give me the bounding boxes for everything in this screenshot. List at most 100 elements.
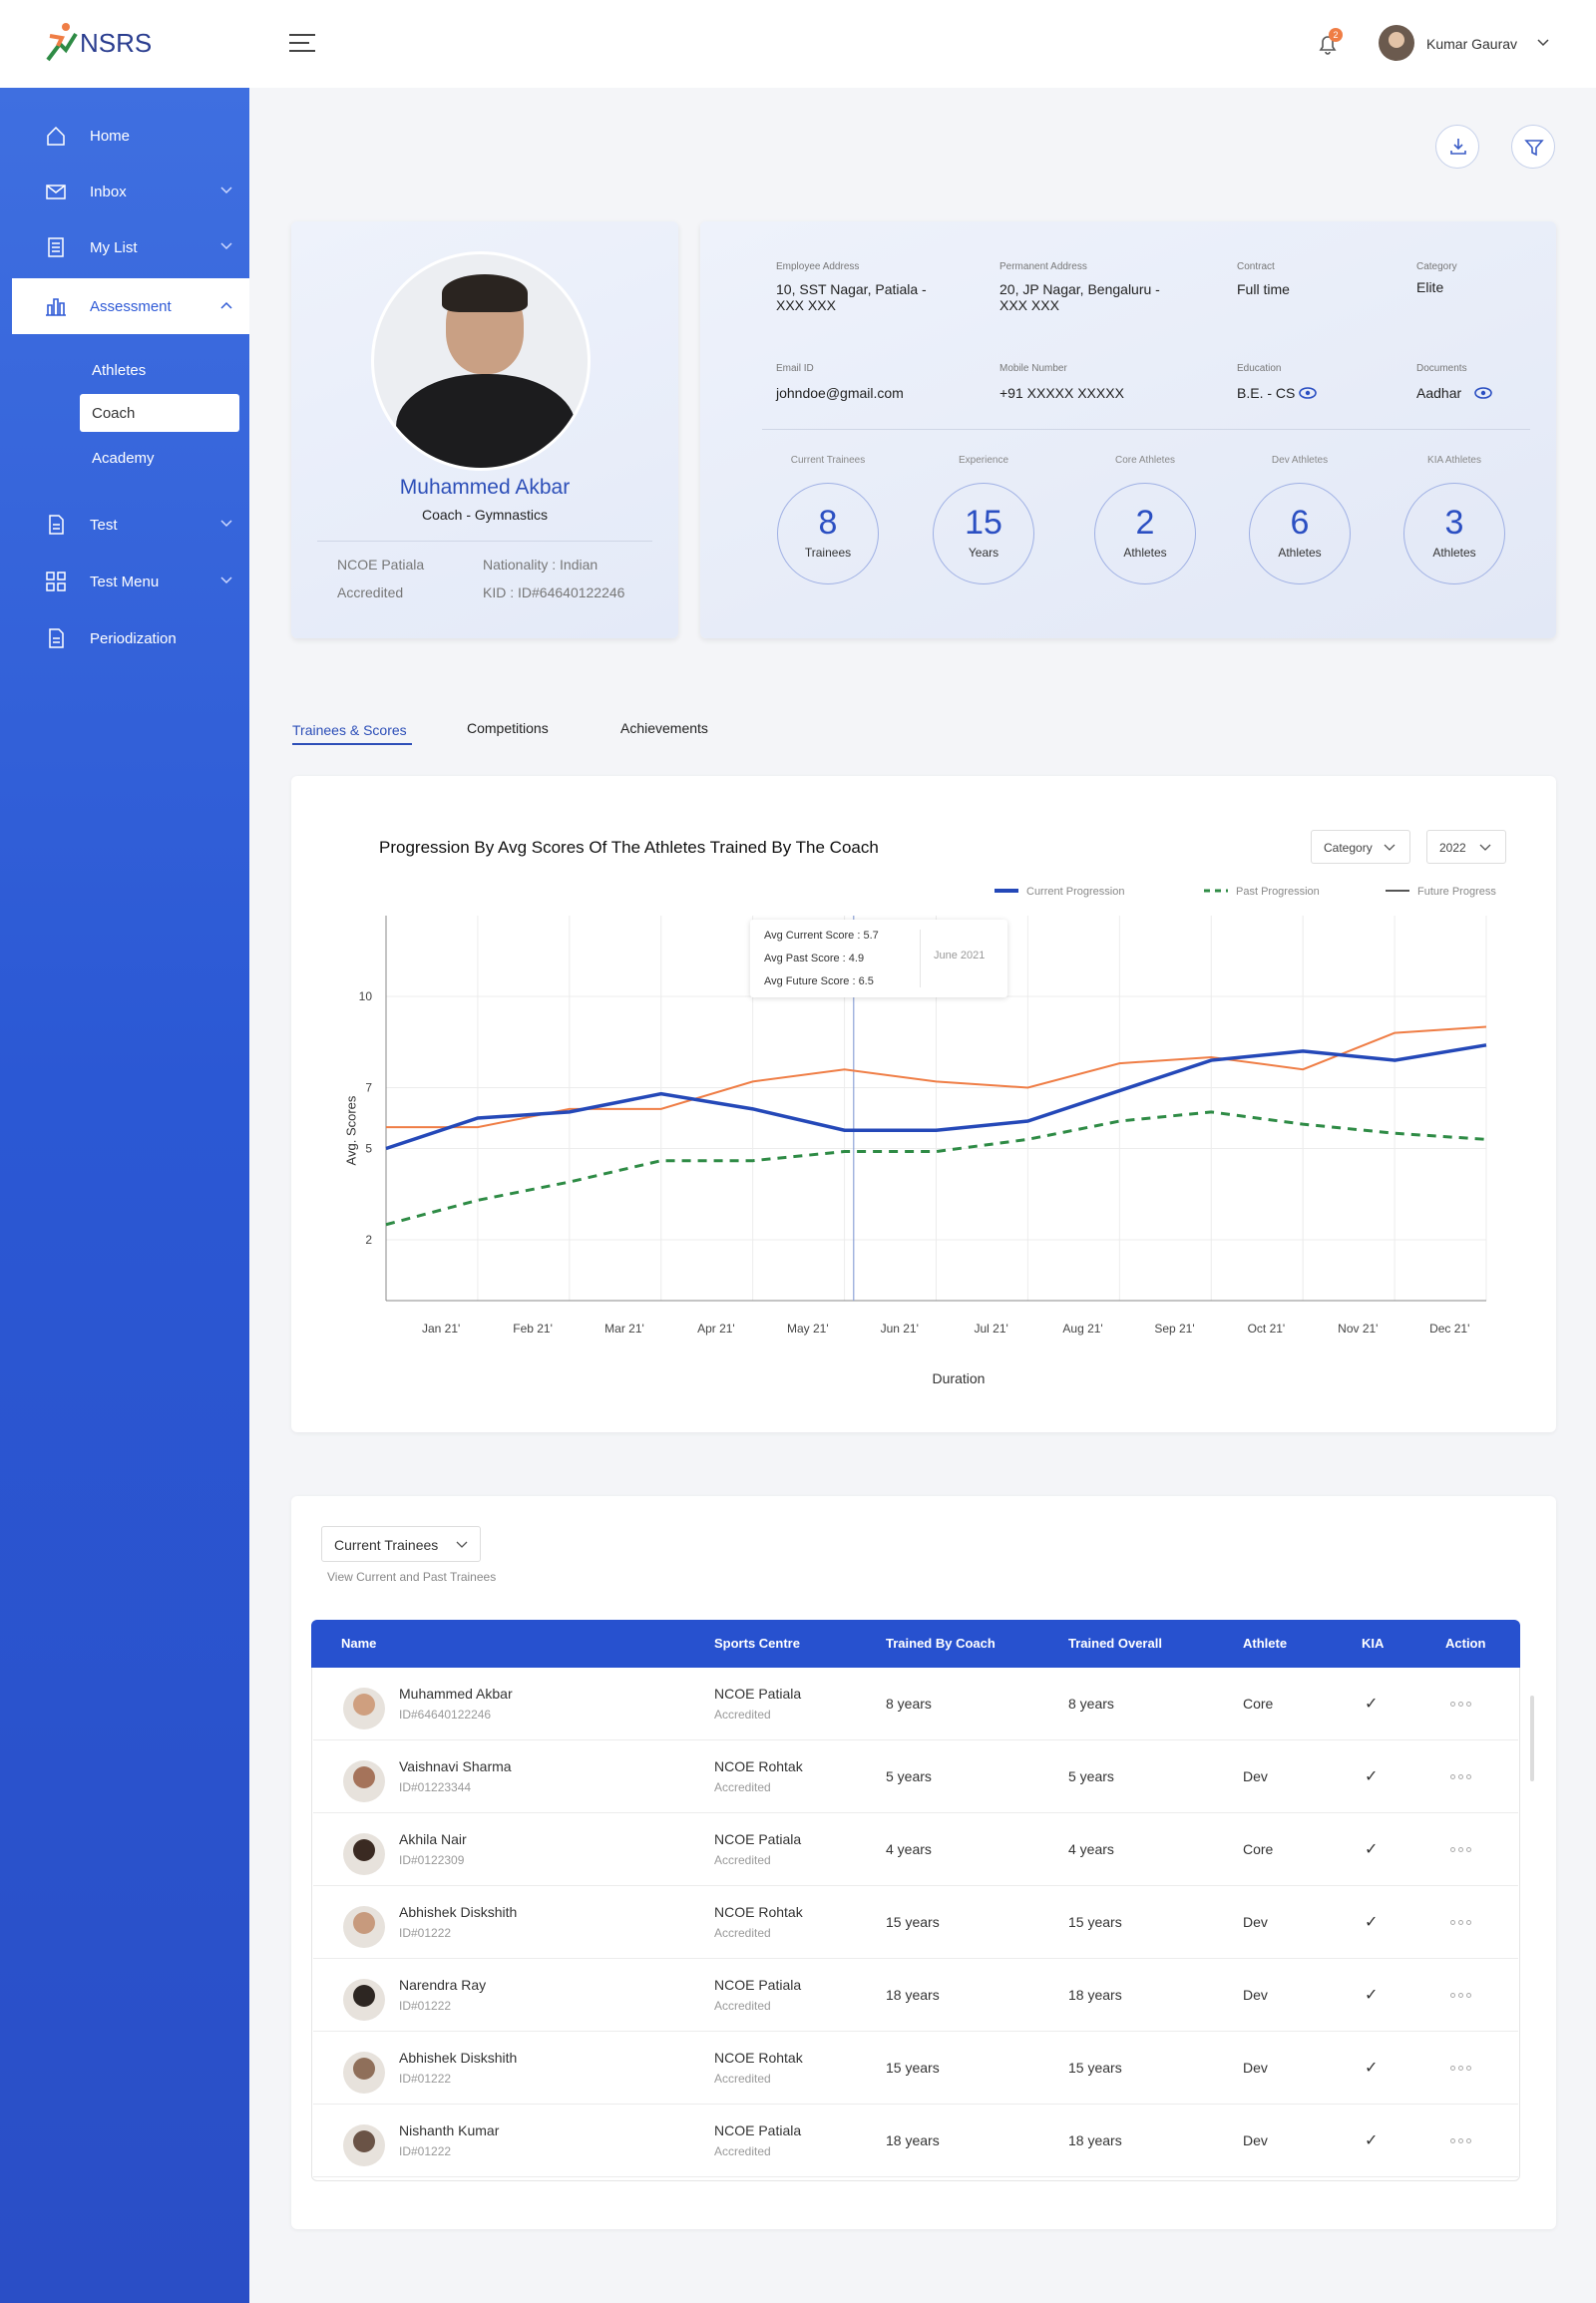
year-select[interactable]: 2022 bbox=[1426, 830, 1506, 864]
trained-overall: 18 years bbox=[1068, 1987, 1122, 2003]
sidebar-subitem-coach[interactable]: Coach bbox=[80, 394, 239, 432]
user-avatar[interactable] bbox=[1379, 25, 1414, 61]
filter-button[interactable] bbox=[1511, 125, 1555, 169]
stat-label-experience: Experience bbox=[958, 455, 1009, 466]
trainee-centre: NCOE Patiala bbox=[714, 1686, 802, 1702]
sidebar-item-label: Assessment bbox=[90, 297, 172, 315]
trained-by-coach: 18 years bbox=[886, 2132, 940, 2148]
trainee-centre: NCOE Rohtak bbox=[714, 2050, 803, 2066]
sidebar-item-home[interactable]: Home bbox=[0, 108, 249, 164]
tab-trainees-scores[interactable]: Trainees & Scores bbox=[292, 722, 407, 738]
trainee-name[interactable]: Muhammed Akbar bbox=[399, 1686, 513, 1702]
column-header-name[interactable]: Name bbox=[341, 1636, 377, 1651]
more-actions-icon[interactable] bbox=[1450, 1847, 1471, 1852]
stat-kia-athletes: 3 Athletes bbox=[1403, 483, 1505, 584]
column-header-sports-centre[interactable]: Sports Centre bbox=[714, 1636, 800, 1651]
logo-area: NSRS bbox=[0, 0, 249, 88]
column-header-trained-overall[interactable]: Trained Overall bbox=[1068, 1636, 1162, 1651]
more-actions-icon[interactable] bbox=[1450, 1774, 1471, 1779]
tab-achievements[interactable]: Achievements bbox=[620, 720, 708, 736]
athlete-type: Core bbox=[1243, 1841, 1274, 1857]
table-row[interactable]: Akhila Nair ID#0122309 NCOE Patiala Accredi… bbox=[313, 1813, 1518, 1886]
trainee-name[interactable]: Abhishek Diskshith bbox=[399, 1904, 518, 1920]
sidebar-item-test-menu[interactable]: Test Menu bbox=[0, 554, 249, 609]
athlete-type: Dev bbox=[1243, 1914, 1268, 1930]
trainee-name[interactable]: Nishanth Kumar bbox=[399, 2122, 500, 2138]
trained-overall: 5 years bbox=[1068, 1768, 1114, 1784]
trainee-avatar bbox=[343, 1906, 385, 1948]
trainees-filter-select[interactable]: Current Trainees bbox=[321, 1526, 481, 1562]
table-header bbox=[311, 1620, 1520, 1668]
table-row[interactable]: Abhishek Diskshith ID#01222 NCOE Rohtak Acc… bbox=[313, 2032, 1518, 2105]
sidebar-item-assessment[interactable]: Assessment bbox=[12, 278, 249, 334]
sidebar-item-test[interactable]: Test bbox=[0, 497, 249, 553]
table-row[interactable]: Muhammed Akbar ID#64640122246 NCOE Patiala… bbox=[313, 1668, 1518, 1740]
x-tick-label: Mar 21' bbox=[604, 1322, 644, 1336]
sidebar-item-label: Test bbox=[90, 516, 118, 534]
contract-label: Contract bbox=[1237, 261, 1275, 272]
column-header-athlete[interactable]: Athlete bbox=[1243, 1636, 1288, 1651]
column-header-action[interactable]: Action bbox=[1445, 1636, 1486, 1651]
more-actions-icon[interactable] bbox=[1450, 1993, 1471, 1998]
category-select[interactable]: Category bbox=[1311, 830, 1410, 864]
more-actions-icon[interactable] bbox=[1450, 1920, 1471, 1925]
table-row[interactable]: Vaishnavi Sharma ID#01223344 NCOE Rohtak Ac… bbox=[313, 1740, 1518, 1813]
home-icon bbox=[44, 124, 68, 148]
chevron-down-icon bbox=[220, 576, 232, 584]
table-row[interactable]: Abhishek Diskshith ID#01222 NCOE Rohtak Acc… bbox=[313, 1886, 1518, 1959]
table-row[interactable]: Nishanth Kumar ID#01222 NCOE Patiala Accred… bbox=[313, 2105, 1518, 2177]
eye-icon[interactable] bbox=[1474, 387, 1492, 399]
kia-check-icon: ✓ bbox=[1365, 1987, 1379, 2004]
download-button[interactable] bbox=[1435, 125, 1479, 169]
chevron-down-icon[interactable] bbox=[1536, 38, 1550, 48]
kia-check-icon: ✓ bbox=[1365, 2060, 1379, 2077]
sidebar-subitem-athletes[interactable]: Athletes bbox=[92, 361, 147, 379]
stat-label-current-trainees: Current Trainees bbox=[790, 455, 866, 466]
trainee-name[interactable]: Vaishnavi Sharma bbox=[399, 1758, 512, 1774]
trainee-id: ID#01222 bbox=[399, 1926, 452, 1940]
trainee-name[interactable]: Akhila Nair bbox=[399, 1831, 467, 1847]
nsrs-logo-icon bbox=[46, 23, 78, 62]
tab-active-underline bbox=[292, 743, 412, 745]
table-scrollbar[interactable] bbox=[1530, 1696, 1534, 1781]
legend-label: Current Progression bbox=[1026, 886, 1124, 898]
trainee-avatar bbox=[343, 1833, 385, 1875]
table-row[interactable]: Narendra Ray ID#01222 NCOE Patiala Accredit… bbox=[313, 1959, 1518, 2032]
stat-value: 2 bbox=[1135, 504, 1155, 542]
menu-toggle-icon[interactable] bbox=[289, 34, 315, 52]
more-actions-icon[interactable] bbox=[1450, 2138, 1471, 2143]
trainee-status: Accredited bbox=[714, 2144, 771, 2158]
sidebar-item-inbox[interactable]: Inbox bbox=[0, 164, 249, 219]
trainee-status: Accredited bbox=[714, 2072, 771, 2086]
column-header-trained-by-coach[interactable]: Trained By Coach bbox=[886, 1636, 996, 1651]
sidebar-subitem-academy[interactable]: Academy bbox=[92, 449, 155, 467]
documents-value: Aadhar bbox=[1416, 385, 1462, 401]
stat-label-core-athletes: Core Athletes bbox=[1114, 455, 1176, 466]
chart-tooltip: Avg Current Score : 5.7 Avg Past Score :… bbox=[750, 920, 1007, 997]
trainee-name[interactable]: Narendra Ray bbox=[399, 1977, 487, 1993]
sidebar-item-my-list[interactable]: My List bbox=[0, 219, 249, 275]
tab-competitions[interactable]: Competitions bbox=[467, 720, 549, 736]
line-chart: 2 5 7 10 Jan 21' Feb 21' Mar 21' Apr 21' May 21'… bbox=[359, 886, 1497, 1336]
column-header-kia[interactable]: KIA bbox=[1362, 1636, 1385, 1651]
chevron-down-icon bbox=[456, 1541, 468, 1548]
sidebar-item-label: Test Menu bbox=[90, 573, 160, 590]
stat-value: 3 bbox=[1444, 504, 1464, 542]
trainee-status: Accredited bbox=[714, 1780, 771, 1794]
bell-icon[interactable]: 2 bbox=[1317, 28, 1343, 61]
stat-experience: 15 Years bbox=[933, 483, 1034, 584]
trainee-avatar bbox=[343, 1688, 385, 1729]
mobile-value: +91 XXXXX XXXXX bbox=[999, 385, 1124, 401]
mobile-label: Mobile Number bbox=[999, 363, 1067, 374]
trainee-id: ID#01222 bbox=[399, 2144, 452, 2158]
education-value: B.E. - CS bbox=[1237, 385, 1296, 401]
trained-by-coach: 8 years bbox=[886, 1696, 932, 1712]
sidebar-item-periodization[interactable]: Periodization bbox=[0, 610, 249, 666]
trainee-name[interactable]: Abhishek Diskshith bbox=[399, 2050, 518, 2066]
education-label: Education bbox=[1237, 363, 1282, 374]
more-actions-icon[interactable] bbox=[1450, 2066, 1471, 2071]
chevron-down-icon bbox=[1479, 844, 1491, 851]
user-name[interactable]: Kumar Gaurav bbox=[1426, 36, 1518, 52]
eye-icon[interactable] bbox=[1299, 387, 1317, 399]
more-actions-icon[interactable] bbox=[1450, 1702, 1471, 1707]
